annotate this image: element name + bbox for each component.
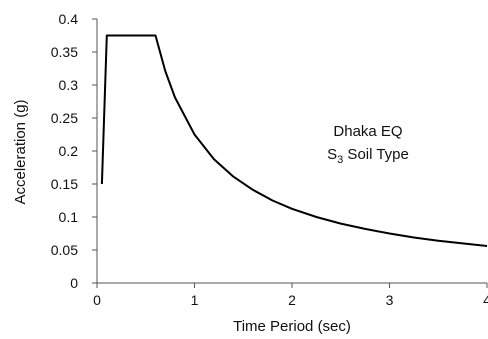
y-axis-label: Acceleration (g) xyxy=(12,99,29,204)
x-tick-label: 4 xyxy=(483,292,488,308)
y-tick-label: 0.1 xyxy=(59,209,79,225)
annotation-subscript: 3 xyxy=(337,154,343,166)
y-tick-label: 0.2 xyxy=(59,143,79,159)
y-tick-label: 0.35 xyxy=(51,44,78,60)
x-axis-ticks: 0 1 2 3 4 xyxy=(93,283,488,308)
annotation-line-1: Dhaka EQ xyxy=(333,123,402,140)
x-tick-label: 2 xyxy=(288,292,296,308)
y-tick-label: 0.15 xyxy=(51,176,78,192)
y-tick-label: 0.4 xyxy=(59,11,79,27)
spectrum-line xyxy=(100,34,488,247)
annotation-s: S xyxy=(327,146,337,163)
annotation-line-2: S3 Soil Type xyxy=(327,146,409,166)
x-axis-label: Time Period (sec) xyxy=(233,318,351,335)
x-tick-label: 3 xyxy=(386,292,394,308)
y-tick-label: 0.25 xyxy=(51,110,78,126)
series-layer xyxy=(100,34,488,247)
x-tick-label: 0 xyxy=(93,292,101,308)
y-tick-label: 0.05 xyxy=(51,242,78,258)
annotation-soil-type: Soil Type xyxy=(343,146,409,163)
x-tick-label: 1 xyxy=(191,292,199,308)
y-tick-label: 0 xyxy=(70,275,78,291)
y-tick-label: 0.3 xyxy=(59,77,79,93)
y-axis-ticks: 0 0.05 0.1 0.15 0.2 0.25 0.3 0.35 0.4 xyxy=(51,11,97,291)
